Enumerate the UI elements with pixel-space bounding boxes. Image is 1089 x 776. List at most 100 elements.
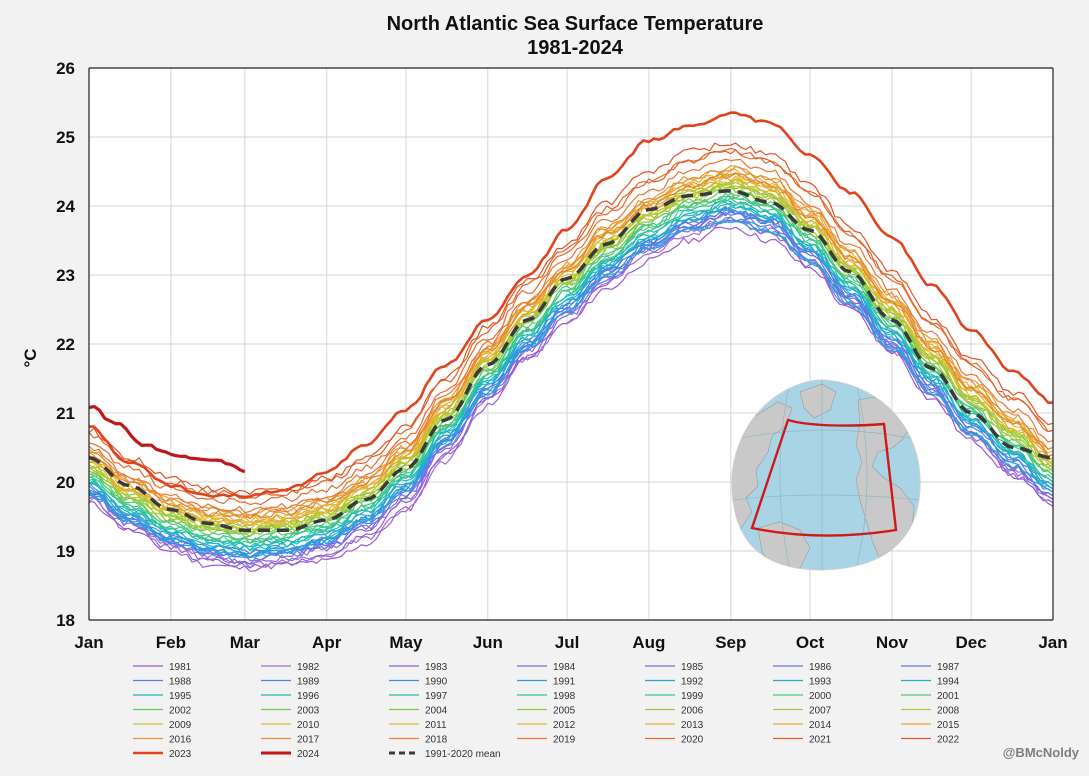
chart-subtitle: 1981-2024 xyxy=(527,37,624,59)
series-line-1982 xyxy=(88,219,1054,569)
x-tick-label: Sep xyxy=(715,633,746,652)
series-line-1993 xyxy=(88,220,1054,558)
series-line-2006 xyxy=(88,178,1054,530)
series-line-2011 xyxy=(88,178,1054,527)
legend-label: 1992 xyxy=(681,677,704,688)
legend-label: 1991-2020 mean xyxy=(425,749,501,760)
x-tick-label: Dec xyxy=(956,633,987,652)
legend-label: 1999 xyxy=(681,691,704,702)
y-axis-label: °C xyxy=(21,348,40,367)
legend-label: 1984 xyxy=(553,662,576,673)
legend-label: 2015 xyxy=(937,720,960,731)
series-line-2003 xyxy=(88,183,1054,537)
north-america-shape xyxy=(731,401,793,531)
x-tick-label: Nov xyxy=(876,633,909,652)
grid xyxy=(88,67,1054,621)
legend-label: 2021 xyxy=(809,735,832,746)
legend-label: 2012 xyxy=(553,720,576,731)
legend-label: 1988 xyxy=(169,677,192,688)
meridians xyxy=(731,380,921,570)
series-line-2016 xyxy=(88,165,1054,516)
legend-label: 2001 xyxy=(937,691,960,702)
series-line-2008 xyxy=(88,185,1054,534)
legend-label: 1994 xyxy=(937,677,960,688)
legend-label: 2017 xyxy=(297,735,320,746)
legend-label: 2022 xyxy=(937,735,960,746)
y-tick-label: 18 xyxy=(56,611,75,630)
domain-box xyxy=(750,418,898,537)
x-tick-label: Apr xyxy=(312,633,342,652)
series-line-1984 xyxy=(88,216,1054,565)
x-tick-label: Feb xyxy=(156,633,186,652)
series-line-1991 xyxy=(88,207,1054,555)
legend-label: 1987 xyxy=(937,662,960,673)
legend-label: 2014 xyxy=(809,720,832,731)
legend-label: 1990 xyxy=(425,677,448,688)
x-tick-label: May xyxy=(389,633,423,652)
legend-label: 2018 xyxy=(425,735,448,746)
legend-label: 2003 xyxy=(297,706,320,717)
x-tick-label: Jan xyxy=(1038,633,1067,652)
series-line-2019 xyxy=(88,158,1054,514)
series-line-2001 xyxy=(88,192,1054,541)
legend-label: 2023 xyxy=(169,749,192,760)
y-tick-label: 21 xyxy=(56,404,75,423)
x-axis-ticks: Jan Feb Mar Apr May Jun Jul Aug Sep Oct Nov Dec Jan xyxy=(74,633,1067,652)
series-line-2023 xyxy=(88,111,1054,499)
inset-map xyxy=(731,379,921,571)
x-tick-label: Jan xyxy=(74,633,103,652)
legend-label: 2004 xyxy=(425,706,448,717)
series-line-2015 xyxy=(88,172,1054,520)
legend-label: 2024 xyxy=(297,749,320,760)
y-tick-label: 20 xyxy=(56,473,75,492)
chart-title: North Atlantic Sea Surface Temperature xyxy=(387,13,764,35)
y-axis-ticks: 18 19 20 21 22 23 24 25 26 xyxy=(56,59,75,630)
series-line-2020 xyxy=(88,147,1054,506)
series-lines xyxy=(88,111,1054,572)
legend-label: 2005 xyxy=(553,706,576,717)
series-line-2009 xyxy=(88,178,1054,531)
legend-label: 1983 xyxy=(425,662,448,673)
legend-label: 2009 xyxy=(169,720,192,731)
y-tick-label: 24 xyxy=(56,197,75,216)
x-tick-label: Aug xyxy=(632,633,665,652)
legend-label: 2019 xyxy=(553,735,576,746)
legend-label: 1985 xyxy=(681,662,704,673)
legend-label: 1993 xyxy=(809,677,832,688)
y-tick-label: 25 xyxy=(56,128,75,147)
legend-label: 2020 xyxy=(681,735,704,746)
legend-label: 2016 xyxy=(169,735,192,746)
x-tick-label: Jun xyxy=(473,633,503,652)
legend-label: 2013 xyxy=(681,720,704,731)
series-line-2021 xyxy=(88,149,1054,499)
legend-label: 2008 xyxy=(937,706,960,717)
legend-label: 2002 xyxy=(169,706,192,717)
legend-label: 1989 xyxy=(297,677,320,688)
legend-label: 1991 xyxy=(553,677,576,688)
credit-text: @BMcNoldy xyxy=(1003,745,1080,760)
legend-label: 1981 xyxy=(169,662,192,673)
legend-label: 1998 xyxy=(553,691,576,702)
legend-label: 1986 xyxy=(809,662,832,673)
legend-label: 2000 xyxy=(809,691,832,702)
y-tick-label: 19 xyxy=(56,542,75,561)
legend-label: 1995 xyxy=(169,691,192,702)
series-line-1996 xyxy=(88,202,1054,551)
legend-label: 2010 xyxy=(297,720,320,731)
europe-africa-shape xyxy=(855,395,915,561)
legend: 1981 1982 1983 1984 1985 1986 1987 1988 1989 1990… xyxy=(133,662,960,760)
y-tick-label: 26 xyxy=(56,59,75,78)
legend-label: 2011 xyxy=(425,720,447,731)
legend-label: 1982 xyxy=(297,662,320,673)
y-tick-label: 23 xyxy=(56,266,75,285)
x-tick-label: Mar xyxy=(230,633,261,652)
legend-label: 1997 xyxy=(425,691,448,702)
legend-label: 1996 xyxy=(297,691,320,702)
legend-label: 2007 xyxy=(809,706,832,717)
x-tick-label: Oct xyxy=(796,633,825,652)
series-line-1991-2020 mean xyxy=(88,189,1054,533)
series-line-1986 xyxy=(88,218,1054,565)
series-line-1995 xyxy=(88,199,1054,548)
